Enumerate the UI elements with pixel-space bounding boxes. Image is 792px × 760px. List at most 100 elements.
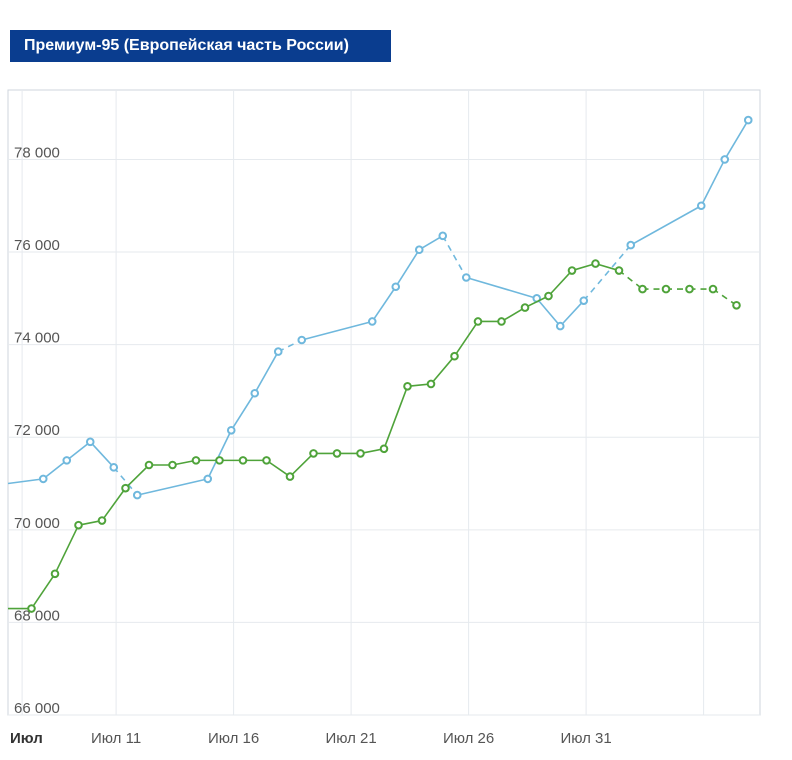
x-tick-label: Июл 31 [560,730,611,747]
data-point[interactable] [403,381,412,391]
x-tick-label: Июл 21 [325,730,376,747]
series-segment [371,286,397,322]
data-point[interactable] [520,303,530,312]
plot-frame [7,89,761,716]
series-segment [430,355,456,385]
data-point[interactable] [191,456,201,465]
x-tick-label: Июл 11 [91,730,141,747]
y-tick-label: 74 000 [14,330,60,347]
y-tick-label: 68 000 [14,607,60,624]
series-segment [547,270,573,297]
data-point[interactable] [379,444,389,454]
y-tick-label: 70 000 [14,515,60,532]
plot-area [7,89,761,716]
data-point[interactable] [696,201,706,211]
data-point[interactable] [203,474,213,484]
data-point[interactable] [414,245,424,255]
data-point[interactable] [262,456,271,465]
chart-title: Премиум-95 (Европейская часть России) [10,30,391,62]
series-segment [453,321,479,357]
data-point[interactable] [74,520,83,530]
x-axis-ticks: Июл Июл 11 Июл 16 Июл 21 Июл 26 Июл 31 [10,730,612,747]
series-segment [724,119,749,160]
data-point[interactable] [473,317,483,326]
data-point[interactable] [426,379,436,389]
y-tick-label: 76 000 [14,237,60,254]
series-segment [383,386,409,450]
data-point[interactable] [638,284,647,294]
series-segment [42,459,68,480]
x-tick-label: Июл [10,730,43,747]
data-point[interactable] [50,569,60,579]
series-segment [536,297,561,327]
series-segment [395,249,420,288]
data-point[interactable] [144,460,154,470]
data-point[interactable] [332,449,342,458]
data-point[interactable] [661,284,671,294]
data-point[interactable] [614,266,624,275]
series-segment [266,459,291,478]
series-segment-dashed [712,288,737,306]
series-segment [289,452,315,478]
data-point[interactable] [121,483,130,493]
series-segment [630,205,702,246]
data-point[interactable] [215,456,224,465]
data-point[interactable] [297,335,307,345]
series-segment [418,235,444,251]
data-point[interactable] [62,456,72,465]
data-point[interactable] [626,240,636,250]
series-segment-dashed [277,339,303,353]
data-point[interactable] [109,463,119,472]
data-point[interactable] [450,351,459,361]
series-segment [137,478,208,496]
data-point[interactable] [708,284,718,294]
data-point[interactable] [743,115,753,125]
data-point[interactable] [438,231,448,241]
data-point[interactable] [85,437,95,447]
data-point[interactable] [685,284,694,294]
series-segment [101,487,127,522]
data-point[interactable] [367,317,377,326]
series-segment [301,320,373,341]
series-2 [8,259,741,613]
series-segment [466,276,537,300]
data-point[interactable] [238,456,248,465]
data-point[interactable] [356,449,365,458]
series-segment [30,573,56,609]
data-point[interactable] [250,388,260,398]
x-tick-label: Июл 16 [208,730,259,747]
data-point[interactable] [579,296,589,305]
series-1 [7,115,753,500]
data-point[interactable] [732,300,741,310]
series-segment [230,392,256,431]
data-point[interactable] [309,449,318,458]
data-point[interactable] [591,259,600,268]
data-point[interactable] [720,155,730,164]
data-point[interactable] [285,472,295,481]
data-point[interactable] [567,266,577,275]
data-point[interactable] [226,425,236,435]
data-point[interactable] [97,516,107,525]
series-segment [254,351,279,394]
series-segment [524,295,549,309]
data-point[interactable] [168,460,177,470]
data-point[interactable] [544,291,553,301]
y-axis-ticks: 66 000 68 000 70 000 72 000 74 000 76 000 78 0… [14,144,60,717]
series-segment-dashed [618,269,643,290]
series-segment [207,429,232,480]
series-segment-dashed [583,244,632,302]
data-point[interactable] [273,347,283,356]
data-point[interactable] [391,282,401,292]
data-point[interactable] [132,490,142,500]
series-segment-dashed [442,235,467,278]
data-point[interactable] [461,273,471,282]
series-segment [54,524,80,575]
data-point[interactable] [497,317,506,326]
data-point[interactable] [555,321,565,331]
grid [8,90,760,716]
data-point[interactable] [27,604,36,613]
y-tick-label: 72 000 [14,422,60,439]
data-point[interactable] [38,474,48,484]
series-segment [501,306,526,323]
